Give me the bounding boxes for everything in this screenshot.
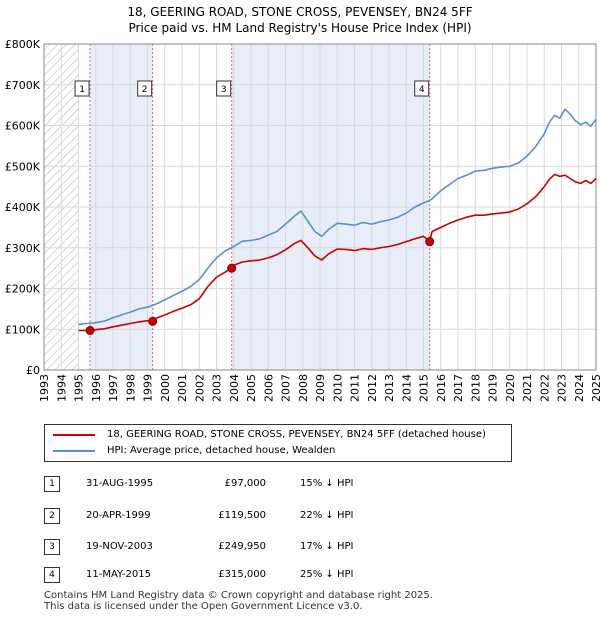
x-tick-label: 2018 xyxy=(469,374,482,402)
sale-row: 3 19-NOV-2003 £249,950 17% ↓ HPI xyxy=(0,537,600,557)
sale-point xyxy=(227,263,237,273)
x-tick-label: 2019 xyxy=(487,374,500,402)
y-tick-label: £800K xyxy=(5,38,41,51)
x-tick-label: 2014 xyxy=(400,374,413,402)
x-tick-label: 1994 xyxy=(55,374,68,402)
sale-point xyxy=(85,325,95,335)
sale-price: £249,950 xyxy=(218,541,266,552)
sale-row: 1 31-AUG-1995 £97,000 15% ↓ HPI xyxy=(0,474,600,494)
legend-label-hpi: HPI: Average price, detached house, Weal… xyxy=(107,445,336,456)
sale-hpi-diff: 15% ↓ HPI xyxy=(300,478,354,489)
y-tick-label: £100K xyxy=(5,323,41,336)
x-tick-label: 2003 xyxy=(211,374,224,402)
sale-date: 11-MAY-2015 xyxy=(86,569,152,580)
sale-label: 3 xyxy=(221,85,227,95)
sale-label-box xyxy=(74,80,90,97)
footer-line: Contains HM Land Registry data © Crown c… xyxy=(44,590,433,601)
sale-row: 2 20-APR-1999 £119,500 22% ↓ HPI xyxy=(0,506,600,526)
y-tick-label: £700K xyxy=(5,79,41,92)
x-tick-label: 2012 xyxy=(366,374,379,402)
x-tick-label: 2007 xyxy=(280,374,293,402)
x-tick-label: 2024 xyxy=(573,374,586,402)
sale-date: 20-APR-1999 xyxy=(86,510,151,521)
x-tick-label: 2020 xyxy=(504,374,517,402)
sale-number-badge: 2 xyxy=(44,508,60,524)
x-tick-label: 2001 xyxy=(176,374,189,402)
plot-border xyxy=(43,43,597,371)
sale-hpi-diff: 22% ↓ HPI xyxy=(300,510,354,521)
x-tick-label: 2013 xyxy=(383,374,396,402)
sale-point xyxy=(148,316,158,326)
sale-price: £119,500 xyxy=(218,510,266,521)
sale-label-box xyxy=(216,80,232,97)
x-tick-label: 2004 xyxy=(228,374,241,402)
x-tick-label: 2022 xyxy=(538,374,551,402)
sale-date: 31-AUG-1995 xyxy=(86,478,154,489)
y-tick-label: £500K xyxy=(5,160,41,173)
sale-label: 1 xyxy=(79,85,85,95)
sale-price: £315,000 xyxy=(218,569,266,580)
sale-hpi-diff: 17% ↓ HPI xyxy=(300,541,354,552)
x-tick-label: 2025 xyxy=(590,374,600,402)
footer-attribution: Contains HM Land Registry data © Crown c… xyxy=(44,590,433,612)
sale-number-badge: 3 xyxy=(44,539,60,555)
sale-hpi-diff: 25% ↓ HPI xyxy=(300,569,354,580)
x-tick-label: 2000 xyxy=(159,374,172,402)
x-tick-label: 2006 xyxy=(262,374,275,402)
x-tick-label: 2005 xyxy=(245,374,258,402)
legend-label-property: 18, GEERING ROAD, STONE CROSS, PEVENSEY,… xyxy=(107,429,486,440)
sale-point xyxy=(425,237,435,247)
x-tick-label: 1995 xyxy=(73,374,86,402)
sale-label: 2 xyxy=(142,85,148,95)
y-tick-label: £600K xyxy=(5,120,41,133)
footer-line: This data is licensed under the Open Gov… xyxy=(44,601,363,612)
sale-number-badge: 4 xyxy=(44,567,60,583)
x-tick-label: 2010 xyxy=(331,374,344,402)
x-tick-label: 2021 xyxy=(521,374,534,402)
chart-legend: 18, GEERING ROAD, STONE CROSS, PEVENSEY,… xyxy=(44,424,512,462)
y-tick-label: £400K xyxy=(5,201,41,214)
sale-row: 4 11-MAY-2015 £315,000 25% ↓ HPI xyxy=(0,565,600,585)
y-tick-label: £0 xyxy=(26,364,40,377)
property-price-line xyxy=(78,173,597,332)
hpi-line xyxy=(78,108,597,326)
x-tick-label: 1998 xyxy=(124,374,137,402)
x-tick-label: 2009 xyxy=(314,374,327,402)
sale-price: £97,000 xyxy=(224,478,266,489)
chart-subtitle: Price paid vs. HM Land Registry's House … xyxy=(128,21,472,35)
x-tick-label: 1996 xyxy=(90,374,103,402)
x-tick-label: 2002 xyxy=(193,374,206,402)
chart-title: 18, GEERING ROAD, STONE CROSS, PEVENSEY,… xyxy=(127,5,473,19)
x-tick-label: 1999 xyxy=(142,374,155,402)
y-tick-label: £300K xyxy=(5,242,41,255)
y-tick-label: £200K xyxy=(5,283,41,296)
x-tick-label: 2016 xyxy=(435,374,448,402)
sale-label-box xyxy=(137,80,153,97)
x-tick-label: 2008 xyxy=(297,374,310,402)
legend-swatch-property xyxy=(53,434,95,436)
price-chart: £0 £100K £200K £300K £400K £500K £600K £700K £80… xyxy=(5,38,600,402)
x-tick-label: 1997 xyxy=(107,374,120,402)
x-tick-label: 1993 xyxy=(38,374,51,402)
legend-swatch-hpi xyxy=(53,450,95,452)
x-tick-label: 2011 xyxy=(349,374,362,402)
x-tick-label: 2015 xyxy=(418,374,431,402)
sale-number-badge: 1 xyxy=(44,476,60,492)
x-tick-label: 2017 xyxy=(452,374,465,402)
sale-label-box xyxy=(414,80,430,97)
sale-date: 19-NOV-2003 xyxy=(86,541,153,552)
x-tick-label: 2023 xyxy=(556,374,569,402)
sale-label: 4 xyxy=(419,85,425,95)
